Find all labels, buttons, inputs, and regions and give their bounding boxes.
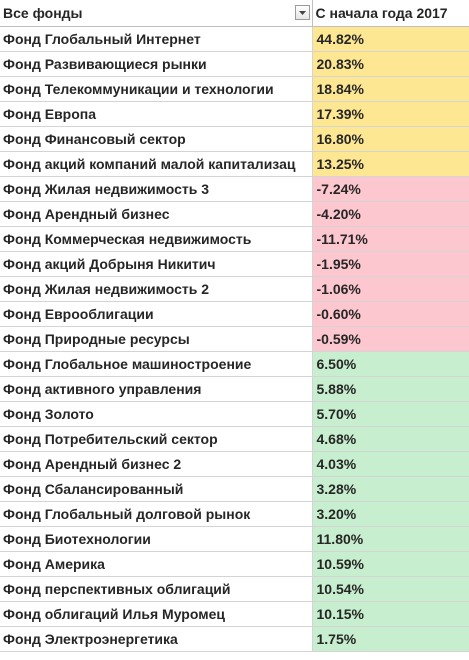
- ytd-return-cell[interactable]: 13.25%: [312, 151, 469, 177]
- ytd-return-cell[interactable]: 5.88%: [312, 376, 469, 402]
- fund-name-cell[interactable]: Фонд Финансовый сектор: [0, 126, 313, 152]
- ytd-return-cell[interactable]: 1.75%: [312, 626, 469, 652]
- fund-name-cell[interactable]: Фонд Жилая недвижимость 3: [0, 176, 313, 202]
- table-row: Фонд акций компаний малой капитализац 13.…: [0, 151, 469, 177]
- ytd-return-cell[interactable]: -11.71%: [312, 226, 469, 252]
- column-header-ytd[interactable]: С начала года 2017: [312, 0, 469, 27]
- fund-name-cell[interactable]: Фонд Глобальный Интернет: [0, 26, 313, 52]
- header-row: Все фонды С начала года 2017: [0, 0, 469, 27]
- fund-name-cell[interactable]: Фонд Сбалансированный: [0, 476, 313, 502]
- table-row: Фонд Коммерческая недвижимость -11.71%: [0, 226, 469, 252]
- table-row: Фонд Еврооблигации -0.60%: [0, 301, 469, 327]
- table-row: Фонд облигаций Илья Муромец 10.15%: [0, 601, 469, 627]
- ytd-return-cell[interactable]: 3.28%: [312, 476, 469, 502]
- fund-name-cell[interactable]: Фонд Глобальное машиностроение: [0, 351, 313, 377]
- fund-name-cell[interactable]: Фонд Арендный бизнес 2: [0, 451, 313, 477]
- table-row: Фонд Глобальное машиностроение 6.50%: [0, 351, 469, 377]
- ytd-return-cell[interactable]: 3.20%: [312, 501, 469, 527]
- column-header-funds[interactable]: Все фонды: [0, 0, 313, 27]
- table-row: Фонд Европа 17.39%: [0, 101, 469, 127]
- table-row: Фонд акций Добрыня Никитич -1.95%: [0, 251, 469, 277]
- ytd-return-cell[interactable]: 44.82%: [312, 26, 469, 52]
- table-row: Фонд Глобальный долговой рынок 3.20%: [0, 501, 469, 527]
- ytd-return-cell[interactable]: -7.24%: [312, 176, 469, 202]
- fund-name-cell[interactable]: Фонд Развивающиеся рынки: [0, 51, 313, 77]
- table-row: Фонд активного управления 5.88%: [0, 376, 469, 402]
- table-row: Фонд Электроэнергетика 1.75%: [0, 626, 469, 652]
- ytd-return-cell[interactable]: 6.50%: [312, 351, 469, 377]
- table-row: Фонд Арендный бизнес 2 4.03%: [0, 451, 469, 477]
- fund-name-cell[interactable]: Фонд Золото: [0, 401, 313, 427]
- fund-name-cell[interactable]: Фонд Еврооблигации: [0, 301, 313, 327]
- table-row: Фонд Финансовый сектор 16.80%: [0, 126, 469, 152]
- filter-dropdown-button[interactable]: [294, 5, 310, 20]
- fund-name-cell[interactable]: Фонд Арендный бизнес: [0, 201, 313, 227]
- table-row: Фонд Золото 5.70%: [0, 401, 469, 427]
- ytd-return-cell[interactable]: 20.83%: [312, 51, 469, 77]
- ytd-return-cell[interactable]: 10.15%: [312, 601, 469, 627]
- ytd-return-cell[interactable]: -1.95%: [312, 251, 469, 277]
- column-header-funds-label: Все фонды: [3, 5, 83, 21]
- table-row: Фонд Биотехнологии 11.80%: [0, 526, 469, 552]
- table-row: Фонд Жилая недвижимость 3 -7.24%: [0, 176, 469, 202]
- table-row: Фонд Глобальный Интернет 44.82%: [0, 26, 469, 52]
- table-row: Фонд перспективных облигаций 10.54%: [0, 576, 469, 602]
- ytd-return-cell[interactable]: 18.84%: [312, 76, 469, 102]
- fund-name-cell[interactable]: Фонд акций Добрыня Никитич: [0, 251, 313, 277]
- ytd-return-cell[interactable]: 10.59%: [312, 551, 469, 577]
- table-body: Фонд Глобальный Интернет 44.82% Фонд Разви…: [0, 26, 469, 652]
- table-row: Фонд Телекоммуникации и технологии 18.84%: [0, 76, 469, 102]
- column-header-ytd-label: С начала года 2017: [315, 5, 448, 21]
- table-row: Фонд Жилая недвижимость 2 -1.06%: [0, 276, 469, 302]
- fund-name-cell[interactable]: Фонд перспективных облигаций: [0, 576, 313, 602]
- fund-name-cell[interactable]: Фонд Глобальный долговой рынок: [0, 501, 313, 527]
- fund-name-cell[interactable]: Фонд Жилая недвижимость 2: [0, 276, 313, 302]
- table-row: Фонд Сбалансированный 3.28%: [0, 476, 469, 502]
- ytd-return-cell[interactable]: 16.80%: [312, 126, 469, 152]
- ytd-return-cell[interactable]: 4.68%: [312, 426, 469, 452]
- fund-name-cell[interactable]: Фонд Природные ресурсы: [0, 326, 313, 352]
- fund-name-cell[interactable]: Фонд Потребительский сектор: [0, 426, 313, 452]
- ytd-return-cell[interactable]: -0.59%: [312, 326, 469, 352]
- chevron-down-icon: [298, 10, 306, 15]
- ytd-return-cell[interactable]: 17.39%: [312, 101, 469, 127]
- table-row: Фонд Арендный бизнес -4.20%: [0, 201, 469, 227]
- fund-name-cell[interactable]: Фонд Европа: [0, 101, 313, 127]
- table-row: Фонд Развивающиеся рынки 20.83%: [0, 51, 469, 77]
- ytd-return-cell[interactable]: 11.80%: [312, 526, 469, 552]
- table-row: Фонд Природные ресурсы -0.59%: [0, 326, 469, 352]
- ytd-return-cell[interactable]: -0.60%: [312, 301, 469, 327]
- fund-name-cell[interactable]: Фонд активного управления: [0, 376, 313, 402]
- fund-name-cell[interactable]: Фонд Телекоммуникации и технологии: [0, 76, 313, 102]
- ytd-return-cell[interactable]: -4.20%: [312, 201, 469, 227]
- fund-name-cell[interactable]: Фонд акций компаний малой капитализац: [0, 151, 313, 177]
- table-row: Фонд Америка 10.59%: [0, 551, 469, 577]
- ytd-return-cell[interactable]: -1.06%: [312, 276, 469, 302]
- ytd-return-cell[interactable]: 5.70%: [312, 401, 469, 427]
- fund-name-cell[interactable]: Фонд облигаций Илья Муромец: [0, 601, 313, 627]
- table-row: Фонд Потребительский сектор 4.68%: [0, 426, 469, 452]
- ytd-return-cell[interactable]: 10.54%: [312, 576, 469, 602]
- fund-name-cell[interactable]: Фонд Америка: [0, 551, 313, 577]
- ytd-return-cell[interactable]: 4.03%: [312, 451, 469, 477]
- fund-name-cell[interactable]: Фонд Коммерческая недвижимость: [0, 226, 313, 252]
- fund-name-cell[interactable]: Фонд Биотехнологии: [0, 526, 313, 552]
- fund-name-cell[interactable]: Фонд Электроэнергетика: [0, 626, 313, 652]
